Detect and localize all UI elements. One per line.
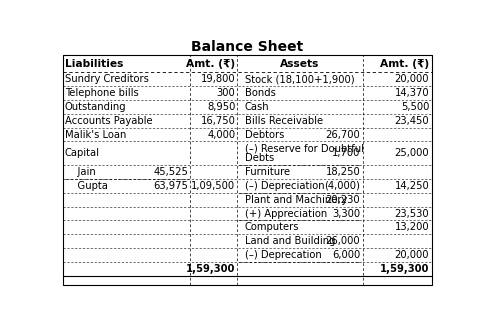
Text: Malik's Loan: Malik's Loan bbox=[65, 129, 126, 139]
Text: 45,525: 45,525 bbox=[153, 167, 188, 177]
Text: Outstanding: Outstanding bbox=[65, 102, 126, 112]
Text: 300: 300 bbox=[216, 88, 235, 98]
Text: Plant and Machinery: Plant and Machinery bbox=[245, 195, 347, 205]
Text: Sundry Creditors: Sundry Creditors bbox=[65, 74, 149, 84]
Text: Assets: Assets bbox=[280, 59, 320, 69]
Text: Debtors: Debtors bbox=[245, 129, 284, 139]
Text: (4,000): (4,000) bbox=[324, 181, 360, 191]
Text: 26,000: 26,000 bbox=[325, 236, 360, 246]
Text: 20,000: 20,000 bbox=[395, 250, 429, 260]
Text: 63,975: 63,975 bbox=[153, 181, 188, 191]
Text: 18,250: 18,250 bbox=[325, 167, 360, 177]
Text: Amt. (₹): Amt. (₹) bbox=[380, 59, 429, 69]
Text: 14,250: 14,250 bbox=[394, 181, 429, 191]
Text: 14,370: 14,370 bbox=[395, 88, 429, 98]
Text: Stock (18,100+1,900): Stock (18,100+1,900) bbox=[245, 74, 354, 84]
Text: 26,700: 26,700 bbox=[325, 129, 360, 139]
Text: Amt. (₹): Amt. (₹) bbox=[186, 59, 235, 69]
Text: 23,450: 23,450 bbox=[395, 116, 429, 126]
Text: 20,000: 20,000 bbox=[395, 74, 429, 84]
Text: 1,09,500: 1,09,500 bbox=[191, 181, 235, 191]
Text: Accounts Payable: Accounts Payable bbox=[65, 116, 152, 126]
Text: Bonds: Bonds bbox=[245, 88, 276, 98]
Text: (–) Depreciation: (–) Depreciation bbox=[245, 181, 324, 191]
Text: Furniture: Furniture bbox=[245, 167, 290, 177]
Text: 16,750: 16,750 bbox=[201, 116, 235, 126]
Text: 5,500: 5,500 bbox=[401, 102, 429, 112]
Text: 4,000: 4,000 bbox=[207, 129, 235, 139]
Text: (+) Appreciation: (+) Appreciation bbox=[245, 208, 327, 218]
Text: 1,700: 1,700 bbox=[332, 148, 360, 158]
Text: 8,950: 8,950 bbox=[207, 102, 235, 112]
Text: Capital: Capital bbox=[65, 148, 100, 158]
Text: 1,59,300: 1,59,300 bbox=[186, 264, 235, 274]
Text: 23,530: 23,530 bbox=[395, 208, 429, 218]
Text: Jain: Jain bbox=[65, 167, 95, 177]
Text: 6,000: 6,000 bbox=[332, 250, 360, 260]
Text: (–) Reserve for Doubtful: (–) Reserve for Doubtful bbox=[245, 143, 364, 153]
Text: 20,230: 20,230 bbox=[325, 195, 360, 205]
Text: Land and Building: Land and Building bbox=[245, 236, 335, 246]
Text: (–) Deprecation: (–) Deprecation bbox=[245, 250, 321, 260]
Text: 1,59,300: 1,59,300 bbox=[380, 264, 429, 274]
Text: 3,300: 3,300 bbox=[332, 208, 360, 218]
Text: Computers: Computers bbox=[245, 222, 299, 232]
Bar bbox=[63, 55, 432, 285]
Text: Balance Sheet: Balance Sheet bbox=[191, 40, 303, 54]
Text: Telephone bills: Telephone bills bbox=[65, 88, 139, 98]
Text: Debts: Debts bbox=[245, 153, 274, 163]
Text: 13,200: 13,200 bbox=[395, 222, 429, 232]
Text: Bills Receivable: Bills Receivable bbox=[245, 116, 323, 126]
Text: Liabilities: Liabilities bbox=[65, 59, 123, 69]
Text: 25,000: 25,000 bbox=[395, 148, 429, 158]
Text: Cash: Cash bbox=[245, 102, 269, 112]
Text: Gupta: Gupta bbox=[65, 181, 108, 191]
Text: 19,800: 19,800 bbox=[201, 74, 235, 84]
